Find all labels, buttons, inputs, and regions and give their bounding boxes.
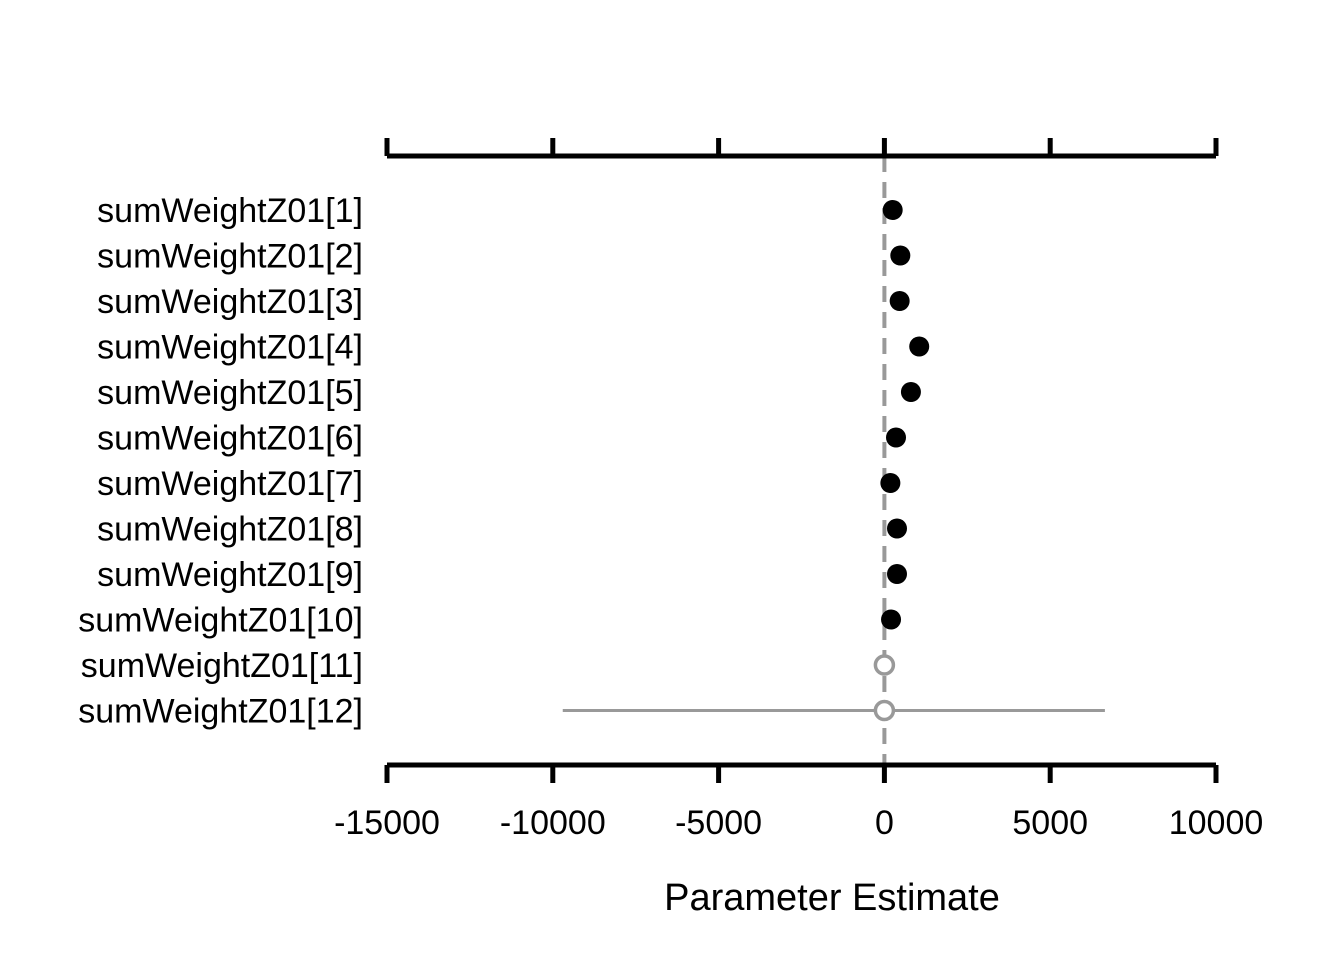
row-label: sumWeightZ01[12]	[78, 693, 363, 731]
estimate-point	[881, 609, 902, 630]
row-label: sumWeightZ01[9]	[97, 556, 363, 594]
x-tick-label: 0	[875, 804, 894, 842]
x-tick-label: 5000	[1012, 804, 1088, 842]
bottom-axis: -15000 -10000 -5000 0 5000 10000	[334, 762, 1264, 842]
row-label: sumWeightZ01[1]	[97, 192, 363, 230]
estimate-points	[873, 200, 930, 722]
x-tick-label: -10000	[500, 804, 606, 842]
row-label: sumWeightZ01[5]	[97, 374, 363, 412]
x-tick-label: -15000	[334, 804, 440, 842]
estimate-point	[909, 336, 930, 357]
estimate-point	[882, 200, 903, 220]
estimate-point-open	[873, 654, 896, 676]
row-label: sumWeightZ01[11]	[81, 647, 363, 685]
row-label: sumWeightZ01[8]	[97, 511, 363, 549]
row-label: sumWeightZ01[3]	[97, 283, 363, 321]
row-label: sumWeightZ01[6]	[97, 420, 363, 458]
row-label: sumWeightZ01[4]	[97, 329, 363, 367]
estimate-point	[886, 427, 907, 448]
estimate-point-open	[873, 699, 896, 722]
row-label: sumWeightZ01[2]	[97, 238, 363, 276]
estimate-point	[890, 245, 911, 266]
estimate-point	[880, 473, 901, 493]
x-tick-label: 10000	[1169, 804, 1264, 842]
x-axis-title: Parameter Estimate	[664, 877, 1000, 919]
row-labels: sumWeightZ01[1] sumWeightZ01[2] sumWeightZ…	[78, 192, 363, 731]
estimate-point	[887, 518, 908, 539]
estimate-point	[900, 382, 921, 402]
x-tick-label: -5000	[675, 804, 762, 842]
estimate-point	[889, 291, 910, 311]
estimate-point	[887, 564, 908, 584]
row-label: sumWeightZ01[7]	[97, 465, 363, 503]
row-label: sumWeightZ01[10]	[78, 602, 363, 640]
top-axis	[384, 138, 1219, 159]
